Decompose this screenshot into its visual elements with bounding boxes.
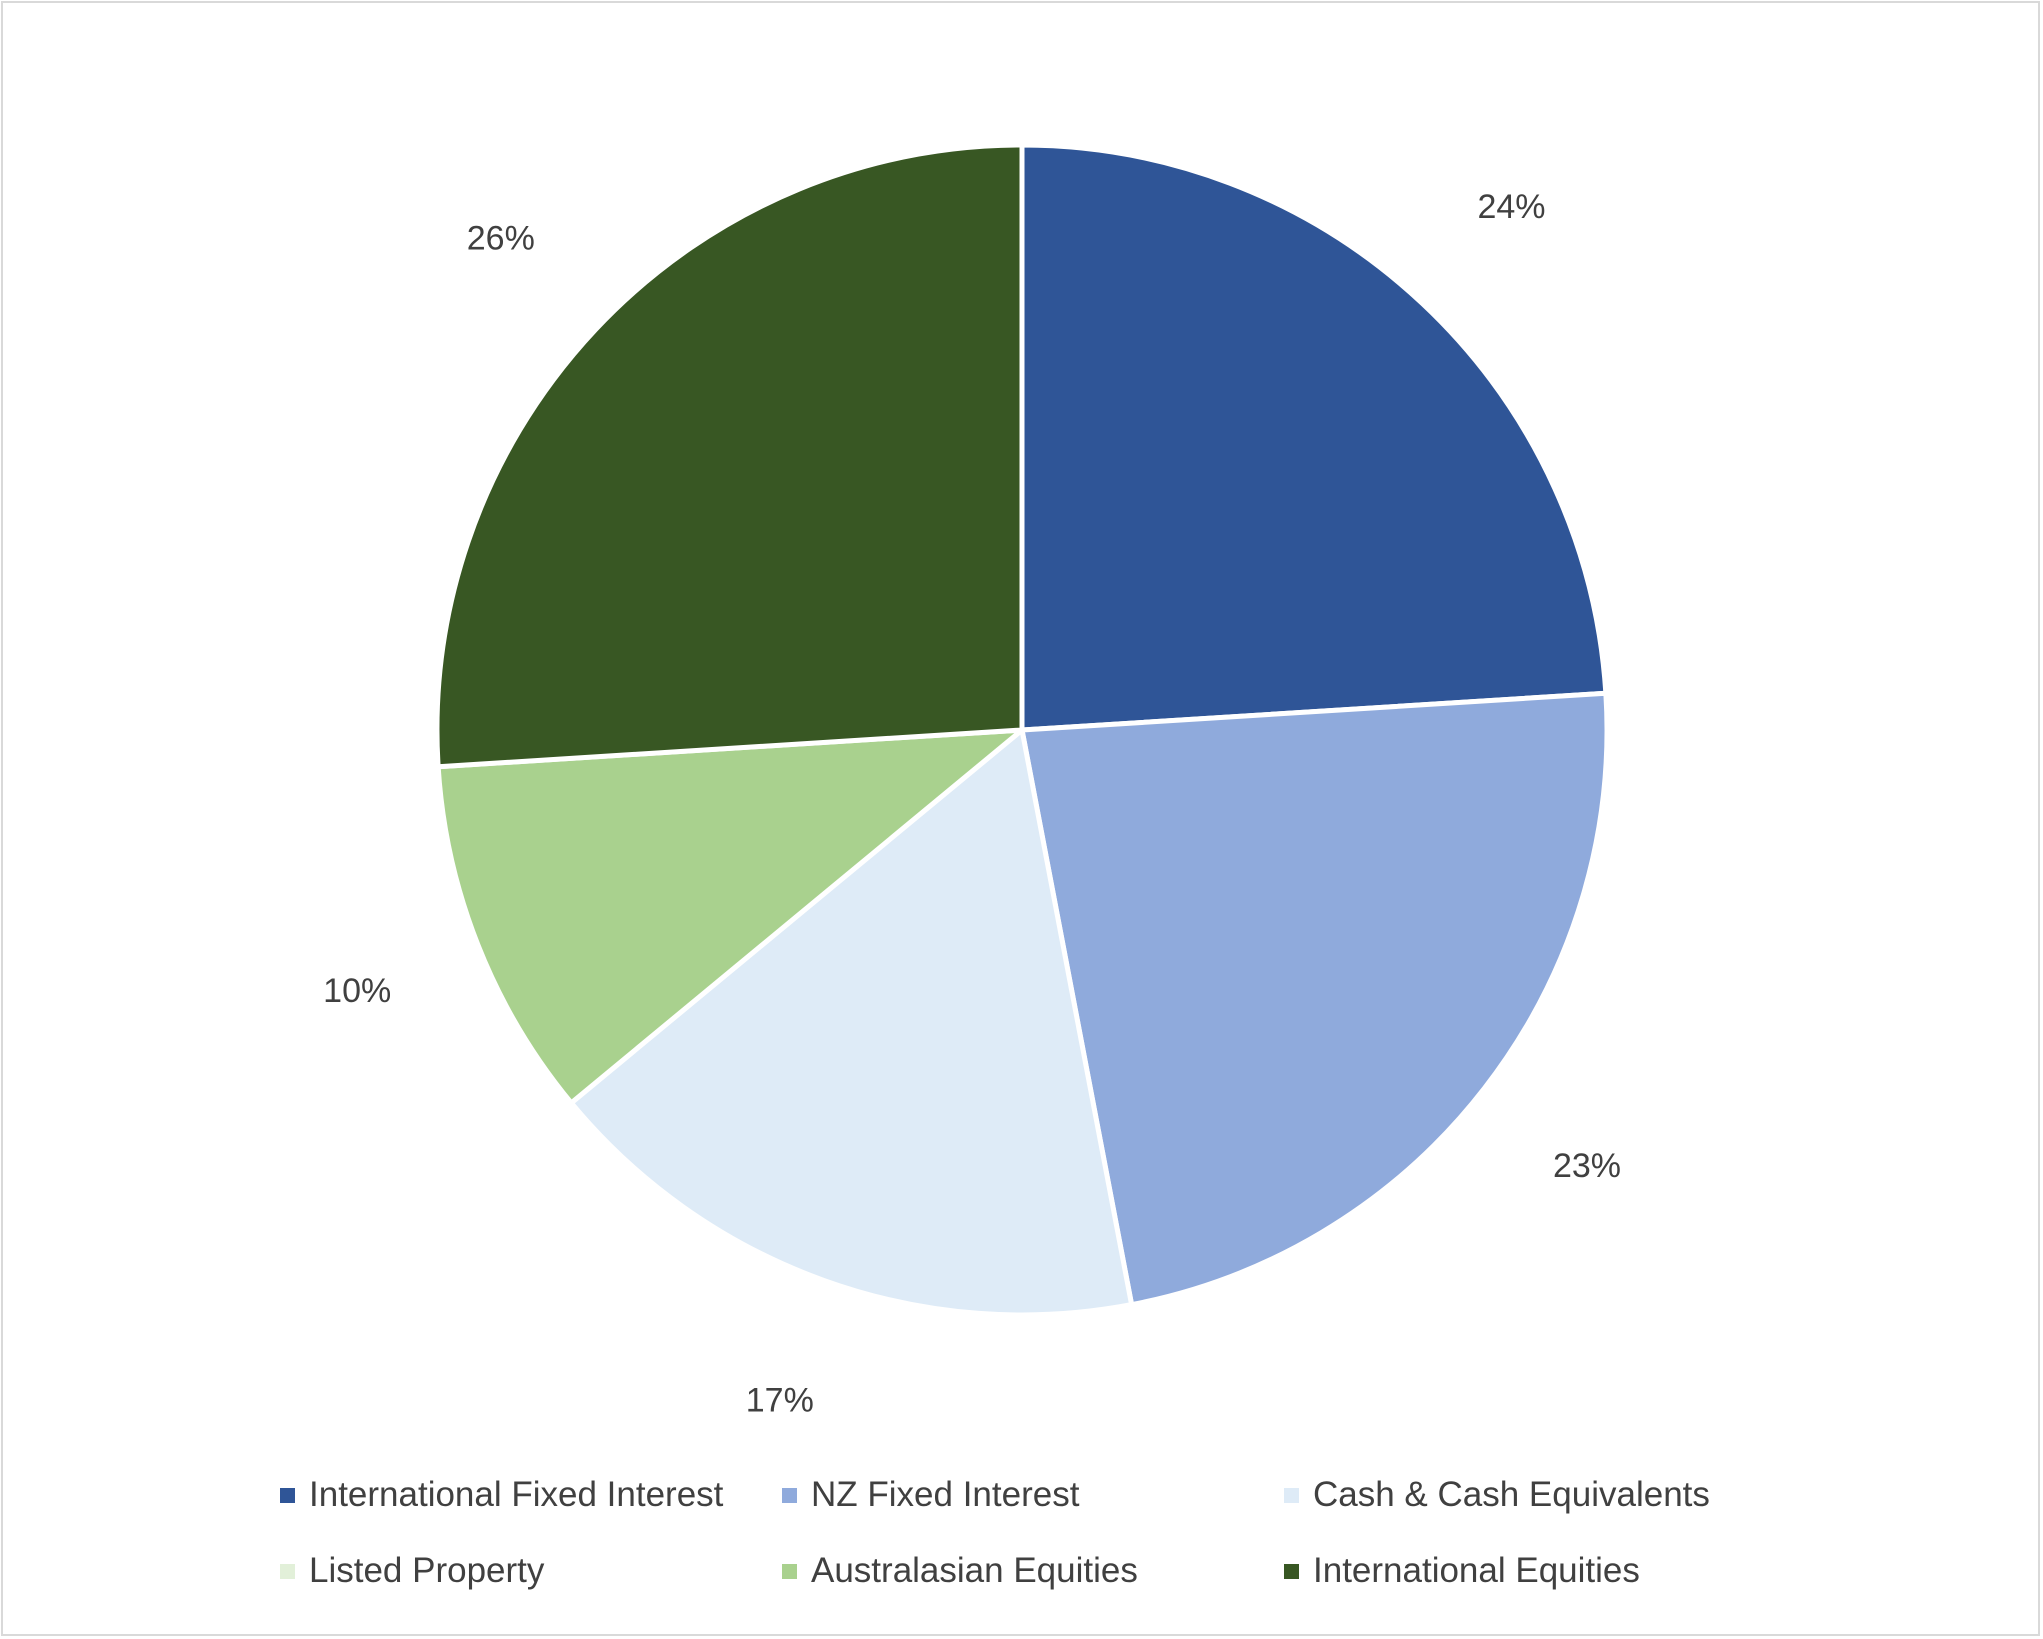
legend-item-australasian-equities: Australasian Equities bbox=[782, 1546, 1284, 1596]
pie-slice-nz-fixed-interest bbox=[1019, 690, 1610, 1308]
legend-label: Australasian Equities bbox=[811, 1551, 1138, 1590]
legend-swatch bbox=[782, 1487, 797, 1503]
data-label: 17% bbox=[746, 1382, 814, 1420]
data-label: 10% bbox=[323, 972, 391, 1010]
legend-swatch bbox=[280, 1487, 295, 1503]
legend-item-cash: Cash & Cash Equivalents bbox=[1284, 1470, 1786, 1520]
legend-swatch bbox=[1284, 1487, 1299, 1503]
legend-swatch bbox=[1284, 1563, 1299, 1579]
legend-item-international-fixed-interest: International Fixed Interest bbox=[280, 1470, 782, 1520]
pie-slice-international-equities bbox=[434, 142, 1025, 770]
legend-label: International Equities bbox=[1313, 1551, 1640, 1590]
legend-item-international-equities: International Equities bbox=[1284, 1546, 1786, 1596]
legend-label: Listed Property bbox=[309, 1551, 545, 1590]
legend-swatch bbox=[782, 1563, 797, 1579]
legend-item-nz-fixed-interest: NZ Fixed Interest bbox=[782, 1470, 1284, 1520]
legend-label: NZ Fixed Interest bbox=[811, 1475, 1080, 1514]
data-label: 23% bbox=[1553, 1147, 1621, 1185]
pie-slice-international-fixed-interest bbox=[1019, 142, 1609, 733]
legend-label: International Fixed Interest bbox=[309, 1475, 724, 1514]
legend-item-listed-property: Listed Property bbox=[280, 1546, 782, 1596]
legend: International Fixed Interest NZ Fixed In… bbox=[280, 1470, 1780, 1596]
data-label: 26% bbox=[467, 219, 535, 257]
pie-slice-australasian-equities bbox=[435, 727, 1025, 1106]
data-label: 24% bbox=[1477, 188, 1545, 226]
pie-slice-cash-cash-equivalents bbox=[568, 727, 1135, 1318]
legend-swatch bbox=[280, 1563, 295, 1579]
legend-label: Cash & Cash Equivalents bbox=[1313, 1475, 1710, 1514]
